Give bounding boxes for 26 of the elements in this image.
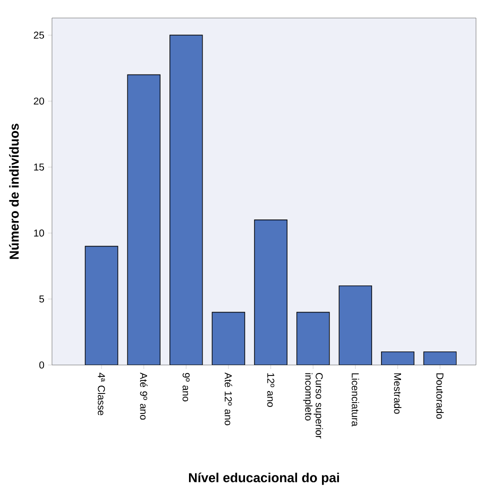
y-tick-label: 10	[34, 230, 44, 237]
x-tick-label: 4ª Classe	[98, 372, 106, 416]
bar	[128, 74, 160, 365]
x-tick-label: Até 12º ano	[224, 372, 232, 426]
x-tick-label: 12º ano	[267, 373, 274, 407]
bar	[212, 312, 245, 365]
bar	[339, 286, 372, 365]
x-tick-label: Mestrado	[394, 373, 402, 414]
y-tick-label: 15	[34, 164, 44, 171]
x-tick-label: Licenciatura	[352, 373, 360, 426]
x-tick-label: Doutorado	[436, 373, 444, 419]
bar	[254, 220, 288, 365]
x-axis-title: Nível educacional do pai	[189, 472, 339, 485]
x-tick-label: Até 9º ano	[140, 372, 148, 420]
y-tick-label: 0	[39, 361, 44, 369]
bar	[296, 312, 330, 365]
bar	[85, 246, 118, 365]
y-tick-label: 20	[34, 98, 44, 105]
y-tick-label: 25	[34, 32, 44, 39]
bar	[170, 35, 202, 365]
y-tick-label: 5	[39, 296, 44, 303]
x-tick-label: Curso superior incompleto	[303, 373, 323, 438]
bar	[423, 351, 457, 365]
x-tick-label: 9º ano	[182, 373, 190, 402]
y-axis-title: Número de indivíduos	[9, 124, 19, 259]
bar	[381, 352, 414, 365]
